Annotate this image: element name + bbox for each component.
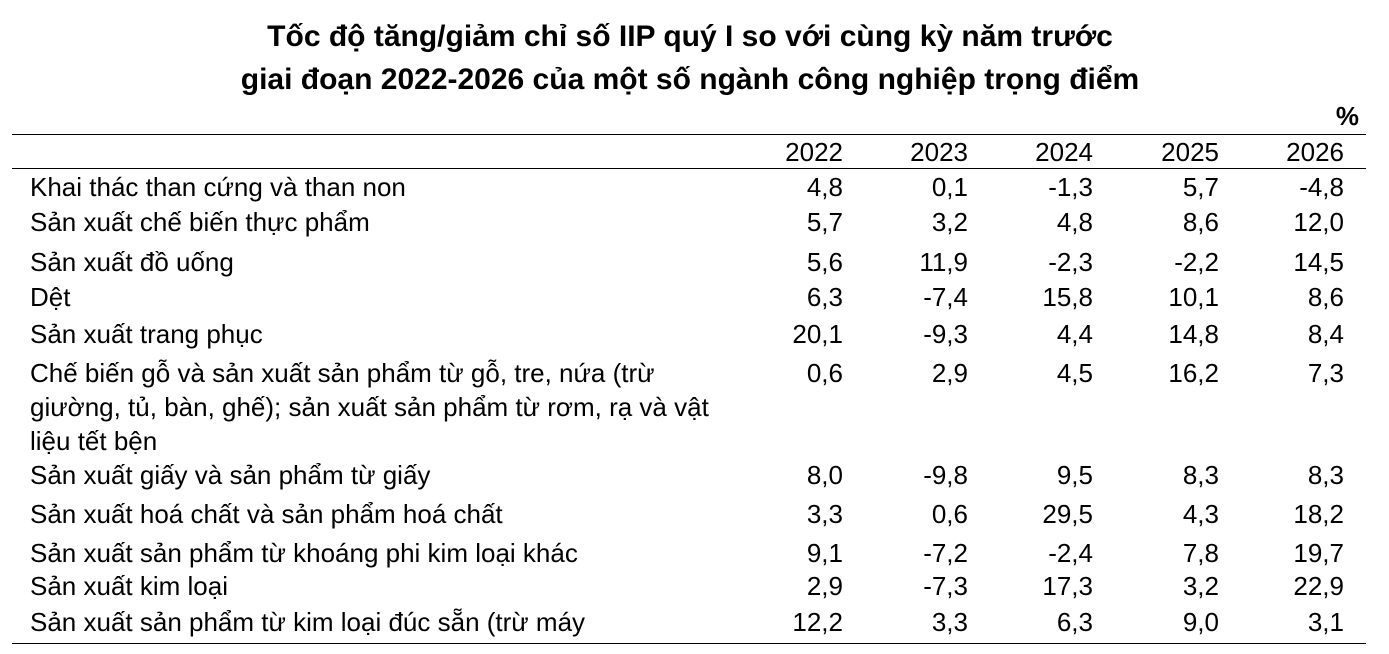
cell-value: 6,3	[1056, 607, 1093, 637]
cell-value: 5,7	[1182, 172, 1219, 202]
cell-value: 5,6	[806, 247, 843, 277]
cell-value: 14,5	[1293, 247, 1344, 277]
cell-value: 8,4	[1307, 319, 1344, 349]
cell-value: 4,5	[1056, 358, 1093, 388]
title-line-2: giai đoạn 2022-2026 của một số ngành côn…	[240, 63, 1140, 96]
cell-value: 10,1	[1168, 282, 1219, 312]
cell-value: 15,8	[1042, 282, 1093, 312]
column-header: 2023	[910, 137, 968, 167]
cell-value: 29,5	[1042, 499, 1093, 529]
cell-value: 19,7	[1293, 538, 1344, 568]
cell-value: 4,4	[1056, 319, 1093, 349]
cell-value: 3,1	[1307, 607, 1344, 637]
cell-value: 7,8	[1182, 538, 1219, 568]
cell-value: 8,6	[1307, 282, 1344, 312]
column-header: 2024	[1035, 137, 1093, 167]
row-label: Sản xuất kim loại	[30, 571, 228, 601]
cell-value: -1,3	[1048, 172, 1093, 202]
cell-value: 8,6	[1182, 207, 1219, 237]
row-label: Khai thác than cứng và than non	[30, 172, 406, 202]
cell-value: 6,3	[806, 282, 843, 312]
row-label: Sản xuất đồ uống	[30, 247, 234, 277]
cell-value: -7,3	[923, 571, 968, 601]
cell-value: 4,8	[806, 172, 843, 202]
cell-value: 2,9	[806, 571, 843, 601]
cell-value: 0,6	[931, 499, 968, 529]
header-rule	[12, 168, 1366, 169]
cell-value: 0,1	[931, 172, 968, 202]
cell-value: -2,3	[1048, 247, 1093, 277]
cell-value: 18,2	[1293, 499, 1344, 529]
row-label: Chế biến gỗ và sản xuất sản phẩm từ gỗ, …	[30, 358, 709, 456]
column-header: 2026	[1286, 137, 1344, 167]
row-label: Sản xuất sản phẩm từ khoáng phi kim loại…	[30, 538, 578, 568]
cell-value: 20,1	[792, 319, 843, 349]
cell-value: 7,3	[1307, 358, 1344, 388]
cell-value: 4,8	[1056, 207, 1093, 237]
cell-value: -9,3	[923, 319, 968, 349]
cell-value: 3,2	[931, 207, 968, 237]
cell-value: 4,3	[1182, 499, 1219, 529]
cell-value: 3,2	[1182, 571, 1219, 601]
table-top-rule	[12, 134, 1366, 135]
cell-value: -4,8	[1299, 172, 1344, 202]
cell-value: 3,3	[806, 499, 843, 529]
cell-value: 9,0	[1182, 607, 1219, 637]
cell-value: 11,9	[919, 247, 968, 277]
cell-value: 8,3	[1182, 460, 1219, 490]
cell-value: -9,8	[923, 460, 968, 490]
table-bottom-rule	[12, 643, 1366, 644]
unit-label: %	[1335, 101, 1359, 131]
cell-value: 12,0	[1293, 207, 1344, 237]
cell-value: 9,5	[1056, 460, 1093, 490]
row-label: Sản xuất chế biến thực phẩm	[30, 207, 370, 237]
cell-value: 12,2	[792, 607, 843, 637]
cell-value: 0,6	[806, 358, 843, 388]
cell-value: -2,4	[1048, 538, 1093, 568]
column-header: 2025	[1161, 137, 1219, 167]
column-header: 2022	[785, 137, 843, 167]
row-label: Sản xuất hoá chất và sản phẩm hoá chất	[30, 499, 503, 529]
cell-value: -2,2	[1174, 247, 1219, 277]
cell-value: 16,2	[1168, 358, 1219, 388]
cell-value: 5,7	[806, 207, 843, 237]
cell-value: 3,3	[931, 607, 968, 637]
cell-value: 2,9	[931, 358, 968, 388]
cell-value: -7,2	[923, 538, 968, 568]
row-label: Sản xuất trang phục	[30, 319, 263, 349]
row-label: Dệt	[30, 282, 71, 312]
cell-value: 14,8	[1168, 319, 1219, 349]
cell-value: 17,3	[1042, 571, 1093, 601]
cell-value: 8,0	[806, 460, 843, 490]
title-line-1: Tốc độ tăng/giảm chỉ số IIP quý I so với…	[267, 20, 1113, 53]
cell-value: 8,3	[1307, 460, 1344, 490]
row-label: Sản xuất giấy và sản phẩm từ giấy	[30, 460, 431, 490]
cell-value: 9,1	[806, 538, 843, 568]
row-label: Sản xuất sản phẩm từ kim loại đúc sẵn (t…	[30, 607, 586, 637]
cell-value: -7,4	[923, 282, 968, 312]
cell-value: 22,9	[1293, 571, 1344, 601]
